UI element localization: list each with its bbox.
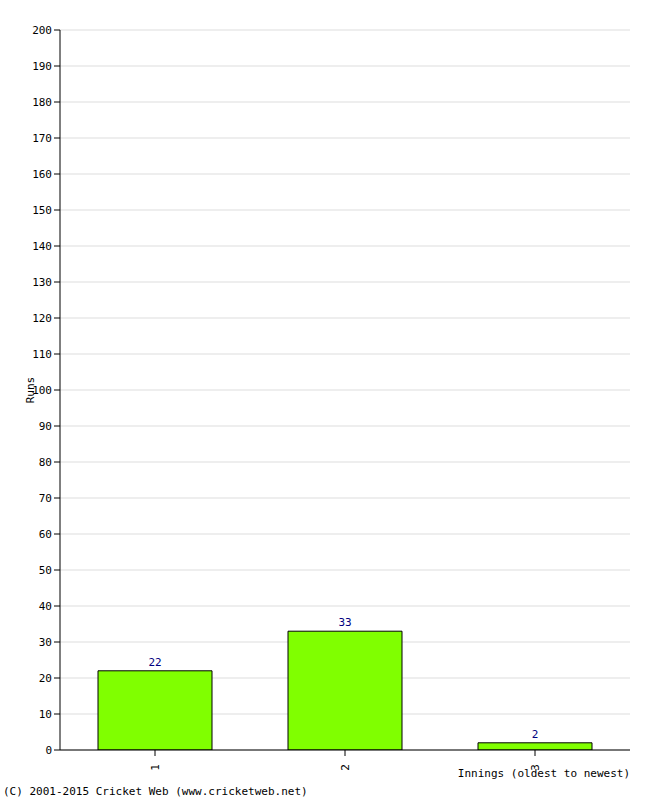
svg-text:150: 150 bbox=[32, 204, 52, 217]
svg-text:160: 160 bbox=[32, 168, 52, 181]
svg-text:200: 200 bbox=[32, 24, 52, 37]
svg-text:40: 40 bbox=[39, 600, 52, 613]
svg-text:180: 180 bbox=[32, 96, 52, 109]
svg-text:22: 22 bbox=[148, 656, 161, 669]
html-text:(C) 2001-2015 Cricket Web (www: (C) 2001-2015 Cricket Web (www.cricketwe… bbox=[3, 785, 308, 798]
svg-text:170: 170 bbox=[32, 132, 52, 145]
html-text:Runs: Runs bbox=[23, 376, 37, 404]
svg-text:20: 20 bbox=[39, 672, 52, 685]
html-text:Innings (oldest to newest): Innings (oldest to newest) bbox=[457, 767, 630, 780]
svg-text:2: 2 bbox=[339, 764, 352, 771]
svg-text:60: 60 bbox=[39, 528, 52, 541]
svg-text:140: 140 bbox=[32, 240, 52, 253]
svg-text:30: 30 bbox=[39, 636, 52, 649]
svg-text:1: 1 bbox=[149, 764, 162, 771]
svg-text:100: 100 bbox=[32, 383, 52, 397]
svg-text:110: 110 bbox=[32, 348, 52, 361]
svg-text:50: 50 bbox=[39, 564, 52, 577]
svg-text:130: 130 bbox=[32, 276, 52, 289]
svg-text:120: 120 bbox=[32, 312, 52, 325]
svg-text:80: 80 bbox=[39, 456, 52, 469]
svg-text:0: 0 bbox=[45, 744, 52, 757]
svg-text:2: 2 bbox=[532, 728, 539, 741]
svg-text:10: 10 bbox=[39, 708, 52, 721]
svg-text:90: 90 bbox=[39, 420, 52, 433]
svg-text:70: 70 bbox=[39, 492, 52, 505]
svg-text:33: 33 bbox=[338, 616, 351, 629]
svg-text:190: 190 bbox=[32, 60, 52, 73]
